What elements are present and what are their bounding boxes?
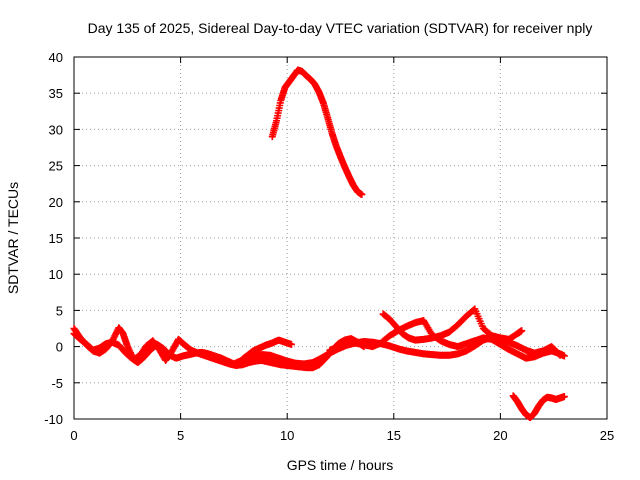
data-points (70, 66, 568, 422)
x-tick-label: 25 (600, 428, 614, 443)
grid-lines (74, 57, 607, 419)
x-tick-label: 15 (387, 428, 401, 443)
series-arc-5 (379, 305, 526, 344)
x-axis-label: GPS time / hours (287, 457, 394, 473)
x-tick-label: 5 (177, 428, 184, 443)
y-tick-label: 5 (56, 303, 63, 318)
data-point (560, 352, 568, 360)
y-tick-label: 0 (56, 340, 63, 355)
axis-ticks: 0 5 10 15 20 25 -10 -5 0 5 10 15 20 25 30 35 40 (44, 50, 614, 443)
plot-border (73, 56, 608, 420)
chart-title: Day 135 of 2025, Sidereal Day-to-day VTE… (88, 20, 593, 36)
y-axis-label: SDTVAR / TECUs (5, 182, 21, 294)
x-tick-label: 0 (70, 428, 77, 443)
y-tick-label: 20 (49, 195, 63, 210)
x-tick-label: 10 (280, 428, 294, 443)
series-arc-1 (70, 324, 368, 372)
y-tick-label: 25 (49, 159, 63, 174)
y-tick-label: 40 (49, 50, 63, 65)
data-point (358, 191, 366, 199)
series-arc-6 (268, 66, 366, 199)
y-tick-label: 30 (49, 122, 63, 137)
y-tick-label: 10 (49, 267, 63, 282)
y-tick-label: 15 (49, 231, 63, 246)
y-tick-label: -5 (51, 376, 63, 391)
x-tick-label: 20 (493, 428, 507, 443)
y-tick-label: 35 (49, 86, 63, 101)
y-tick-label: -10 (44, 412, 63, 427)
data-point (518, 327, 526, 335)
plot-frame (73, 56, 608, 420)
data-point (560, 393, 568, 401)
series-arc-7 (509, 392, 568, 422)
data-point (287, 340, 295, 348)
